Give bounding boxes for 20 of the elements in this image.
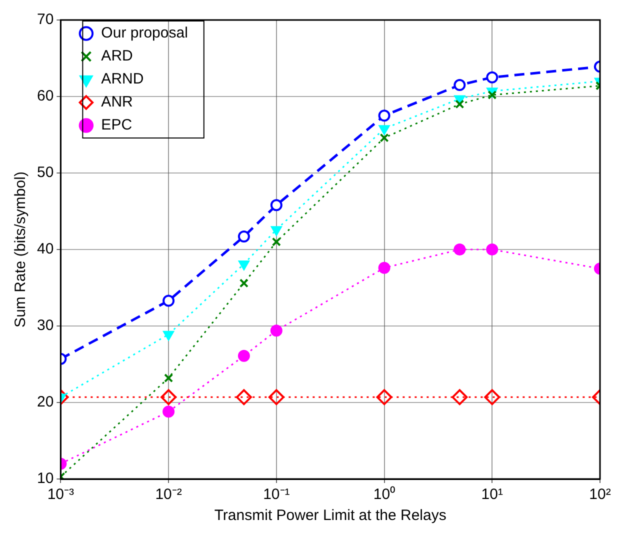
x-tick-label: 10⁻³ <box>47 486 74 504</box>
legend-label: ANR <box>101 94 134 111</box>
legend-label: Our proposal <box>101 24 188 42</box>
y-tick-label: 60 <box>36 88 54 105</box>
x-axis-title: Transmit Power Limit at the Relays <box>214 507 446 524</box>
x-tick-label: 10¹ <box>481 486 503 504</box>
legend-label: ARD <box>101 48 134 65</box>
x-tick-label: 10⁻¹ <box>263 486 290 504</box>
legend-label: EPC <box>101 116 132 134</box>
y-tick-label: 20 <box>36 394 54 411</box>
x-tick-label: 10⁻² <box>155 486 182 504</box>
x-tick-label: 10⁰ <box>373 486 396 504</box>
y-tick-label: 50 <box>36 164 54 182</box>
y-tick-label: 10 <box>36 470 54 488</box>
y-tick-label: 30 <box>36 317 54 334</box>
y-tick-label: 40 <box>36 240 54 258</box>
x-tick-label: 10² <box>589 486 611 504</box>
y-tick-label: 70 <box>36 11 54 28</box>
y-axis-title: Sum Rate (bits/symbol) <box>12 172 30 328</box>
legend-label: ARND <box>101 70 144 88</box>
